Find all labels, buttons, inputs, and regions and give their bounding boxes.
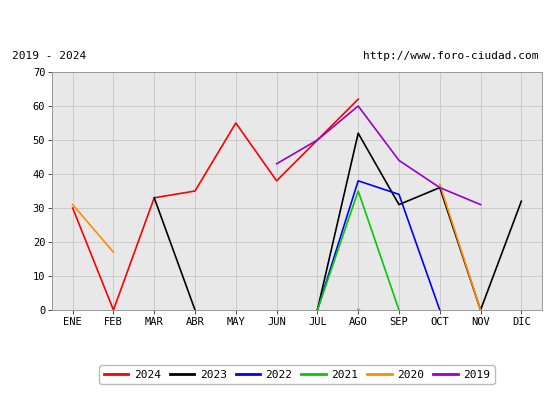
Text: 2019 - 2024: 2019 - 2024 <box>12 51 86 61</box>
Text: Evolucion Nº Turistas Extranjeros en el municipio de Samper de Calanda: Evolucion Nº Turistas Extranjeros en el … <box>8 14 542 28</box>
Legend: 2024, 2023, 2022, 2021, 2020, 2019: 2024, 2023, 2022, 2021, 2020, 2019 <box>100 365 494 384</box>
Text: http://www.foro-ciudad.com: http://www.foro-ciudad.com <box>362 51 538 61</box>
